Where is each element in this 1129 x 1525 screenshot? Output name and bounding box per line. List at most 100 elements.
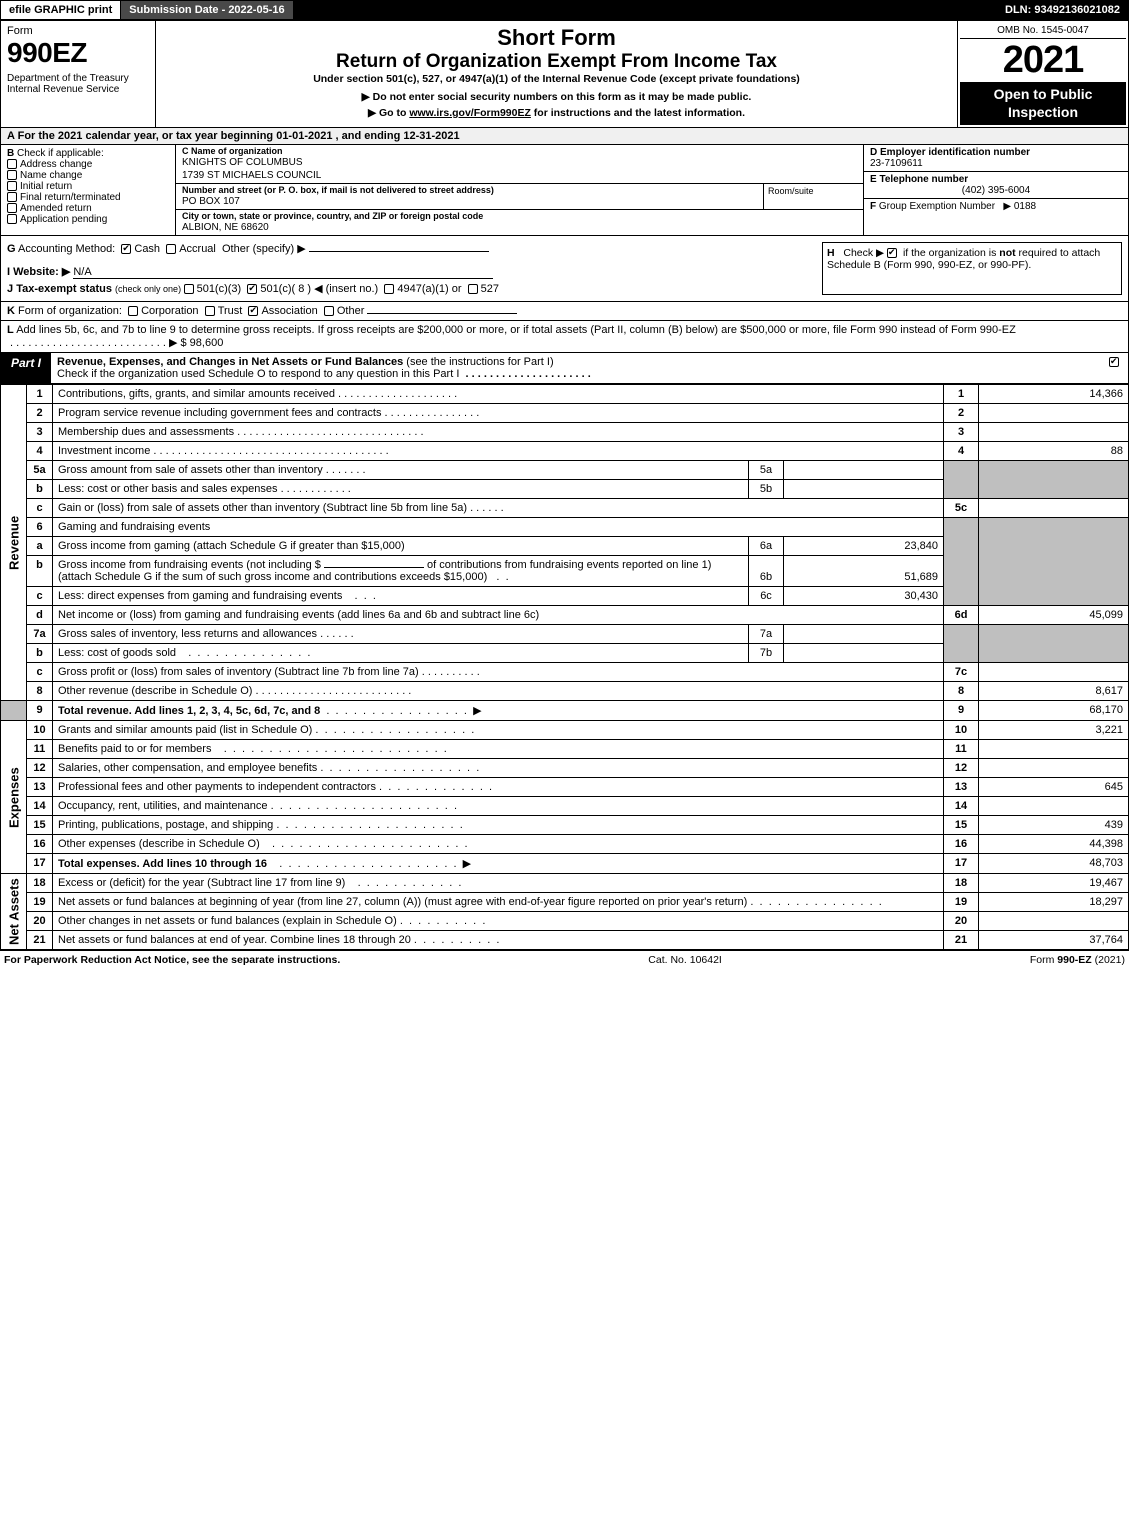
grey-6 bbox=[944, 518, 979, 606]
sn-6b: 6b bbox=[749, 556, 784, 587]
row-15: 15 Printing, publications, postage, and … bbox=[1, 816, 1129, 835]
d-5b: Less: cost or other basis and sales expe… bbox=[58, 483, 278, 495]
chk-corporation[interactable] bbox=[128, 306, 138, 316]
row-12: 12 Salaries, other compensation, and emp… bbox=[1, 759, 1129, 778]
chk-association[interactable] bbox=[248, 306, 258, 316]
irs-link[interactable]: www.irs.gov/Form990EZ bbox=[409, 107, 531, 119]
chk-address-change[interactable] bbox=[7, 159, 17, 169]
goto-post: for instructions and the latest informat… bbox=[531, 107, 745, 119]
v-13: 645 bbox=[979, 778, 1129, 797]
rn-14: 14 bbox=[944, 797, 979, 816]
chk-final-return[interactable] bbox=[7, 192, 17, 202]
ln-20: 20 bbox=[27, 912, 53, 931]
chk-amended-return[interactable] bbox=[7, 203, 17, 213]
d-6d: Net income or (loss) from gaming and fun… bbox=[53, 606, 944, 625]
chk-part-i-schedule-o[interactable] bbox=[1109, 357, 1119, 367]
sv-7a bbox=[784, 625, 944, 644]
ln-7b: b bbox=[27, 644, 53, 663]
row-5a: 5a Gross amount from sale of assets othe… bbox=[1, 461, 1129, 480]
chk-cash[interactable] bbox=[121, 244, 131, 254]
d-8: Other revenue (describe in Schedule O) bbox=[58, 685, 252, 697]
d-3: Membership dues and assessments bbox=[58, 426, 234, 438]
ln-13: 13 bbox=[27, 778, 53, 797]
chk-name-change[interactable] bbox=[7, 170, 17, 180]
header-center: Short Form Return of Organization Exempt… bbox=[156, 21, 958, 127]
ln-7c: c bbox=[27, 663, 53, 682]
column-c: C Name of organization KNIGHTS OF COLUMB… bbox=[176, 145, 863, 235]
row-13: 13 Professional fees and other payments … bbox=[1, 778, 1129, 797]
v-20 bbox=[979, 912, 1129, 931]
chk-accrual[interactable] bbox=[166, 244, 176, 254]
sn-6c: 6c bbox=[749, 587, 784, 606]
rn-16: 16 bbox=[944, 835, 979, 854]
ln-19: 19 bbox=[27, 893, 53, 912]
d-1: Contributions, gifts, grants, and simila… bbox=[58, 388, 335, 400]
ln-9: 9 bbox=[27, 701, 53, 721]
other-specify-input[interactable] bbox=[309, 251, 489, 252]
rn-6d: 6d bbox=[944, 606, 979, 625]
chk-application-pending[interactable] bbox=[7, 214, 17, 224]
phone-value: (402) 395-6004 bbox=[870, 185, 1122, 196]
other-org-input[interactable] bbox=[367, 313, 517, 314]
header-right: OMB No. 1545-0047 2021 Open to Public In… bbox=[958, 21, 1128, 127]
row-9: 9 Total revenue. Add lines 1, 2, 3, 4, 5… bbox=[1, 701, 1129, 721]
chk-4947[interactable] bbox=[384, 284, 394, 294]
v-14 bbox=[979, 797, 1129, 816]
row-4: 4 Investment income . . . . . . . . . . … bbox=[1, 442, 1129, 461]
chk-trust[interactable] bbox=[205, 306, 215, 316]
grey-5v bbox=[979, 461, 1129, 499]
v-11 bbox=[979, 740, 1129, 759]
sn-6a: 6a bbox=[749, 537, 784, 556]
rn-8: 8 bbox=[944, 682, 979, 701]
ssn-warning: Do not enter social security numbers on … bbox=[160, 91, 953, 103]
opt-association: Association bbox=[261, 305, 317, 317]
rn-2: 2 bbox=[944, 404, 979, 423]
ln-5a: 5a bbox=[27, 461, 53, 480]
v-1: 14,366 bbox=[979, 385, 1129, 404]
efile-tab[interactable]: efile GRAPHIC print bbox=[1, 1, 121, 19]
ein-value: 23-7109611 bbox=[870, 158, 1122, 169]
d-5a: Gross amount from sale of assets other t… bbox=[58, 464, 323, 476]
part-i-check-text: Check if the organization used Schedule … bbox=[57, 368, 459, 380]
contrib-amount-input[interactable] bbox=[324, 567, 424, 568]
j-note: (check only one) bbox=[115, 284, 184, 294]
row-16: 16 Other expenses (describe in Schedule … bbox=[1, 835, 1129, 854]
rn-11: 11 bbox=[944, 740, 979, 759]
h-not: not bbox=[999, 247, 1015, 259]
chk-initial-return[interactable] bbox=[7, 181, 17, 191]
b-label: Check if applicable: bbox=[17, 148, 104, 159]
chk-h[interactable] bbox=[887, 248, 897, 258]
l-text: Add lines 5b, 6c, and 7b to line 9 to de… bbox=[16, 324, 1016, 336]
footer-catno: Cat. No. 10642I bbox=[648, 954, 722, 966]
sv-6a: 23,840 bbox=[784, 537, 944, 556]
chk-501c[interactable] bbox=[247, 284, 257, 294]
sn-5b: 5b bbox=[749, 480, 784, 499]
ghi-row: G Accounting Method: Cash Accrual Other … bbox=[0, 236, 1129, 302]
opt-final-return: Final return/terminated bbox=[20, 192, 121, 203]
goto-line: ▶ Go to www.irs.gov/Form990EZ for instru… bbox=[160, 107, 953, 119]
ln-17: 17 bbox=[27, 854, 53, 874]
c-addr-label: Number and street (or P. O. box, if mail… bbox=[176, 184, 763, 196]
d-5c: Gain or (loss) from sale of assets other… bbox=[58, 502, 467, 514]
ln-6c: c bbox=[27, 587, 53, 606]
d-6c: Less: direct expenses from gaming and fu… bbox=[58, 590, 342, 602]
opt-cash: Cash bbox=[134, 243, 160, 255]
opt-amended-return: Amended return bbox=[20, 203, 92, 214]
d-15: Printing, publications, postage, and shi… bbox=[58, 819, 273, 831]
c-name-label: Name of organization bbox=[191, 146, 283, 156]
sv-6c: 30,430 bbox=[784, 587, 944, 606]
d-7a: Gross sales of inventory, less returns a… bbox=[58, 628, 317, 640]
chk-501c3[interactable] bbox=[184, 284, 194, 294]
ln-14: 14 bbox=[27, 797, 53, 816]
rn-9: 9 bbox=[944, 701, 979, 721]
footer-left: For Paperwork Reduction Act Notice, see … bbox=[4, 954, 340, 966]
d-2: Program service revenue including govern… bbox=[58, 407, 381, 419]
ln-15: 15 bbox=[27, 816, 53, 835]
chk-other-org[interactable] bbox=[324, 306, 334, 316]
f-label: Group Exemption Number bbox=[879, 201, 995, 212]
side-spacer-9 bbox=[1, 701, 27, 721]
chk-527[interactable] bbox=[468, 284, 478, 294]
opt-other-org: Other bbox=[337, 305, 365, 317]
part-i-title-text: Revenue, Expenses, and Changes in Net As… bbox=[57, 356, 403, 368]
sn-7b: 7b bbox=[749, 644, 784, 663]
